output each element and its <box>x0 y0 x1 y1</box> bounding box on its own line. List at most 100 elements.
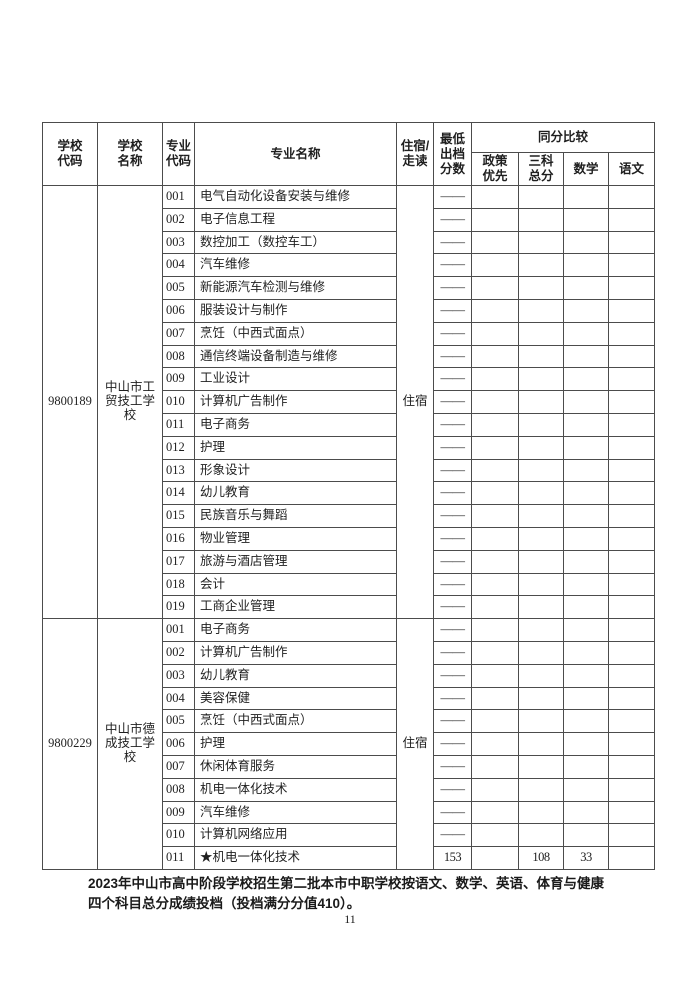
cell-min-score: —— <box>433 572 472 597</box>
cell-chinese <box>607 435 656 460</box>
cell-policy-priority <box>471 595 519 620</box>
cell-policy-priority <box>471 321 519 346</box>
table-row: 006 服装设计与制作 —— <box>43 298 656 323</box>
cell-three-subject-total <box>518 686 564 711</box>
cell-chinese <box>607 458 656 483</box>
cell-major-code: 009 <box>162 367 195 392</box>
cell-major-code: 012 <box>162 435 195 460</box>
cell-boarding: 住宿 <box>396 184 434 620</box>
cell-policy-priority <box>471 298 519 323</box>
cell-min-score: —— <box>433 663 472 688</box>
cell-major-name: 电子商务 <box>194 412 397 437</box>
cell-math <box>563 321 609 346</box>
cell-major-code: 014 <box>162 481 195 506</box>
cell-major-code: 005 <box>162 276 195 300</box>
table-row: 011 ★机电一体化技术 153 108 33 <box>43 846 656 870</box>
cell-math <box>563 207 609 232</box>
table-body: 9800189 中山市工贸技工学校 001 电气自动化设备安装与维修 住宿 —— 002 电子… <box>42 184 656 870</box>
cell-major-name: 护理 <box>194 435 397 460</box>
cell-chinese <box>607 618 656 642</box>
cell-major-code: 016 <box>162 526 195 551</box>
table-row: 9800229 中山市德成技工学校 001 电子商务 住宿 —— <box>42 618 656 870</box>
admission-score-table: 学校 代码 学校 名称 专业 代码 专业名称 住宿/ 走读 最低 出档 分数 同… <box>42 122 656 870</box>
cell-major-code: 005 <box>162 709 195 734</box>
cell-major-name: 数控加工（数控车工） <box>194 230 397 255</box>
header-major-name: 专业名称 <box>194 122 397 186</box>
table-row: 006 护理 —— <box>43 732 656 756</box>
cell-math <box>563 732 609 756</box>
cell-three-subject-total <box>518 823 564 848</box>
cell-three-subject-total <box>518 572 564 597</box>
cell-three-subject-total <box>518 321 564 346</box>
cell-major-code: 017 <box>162 549 195 574</box>
cell-major-name: 美容保健 <box>194 686 397 711</box>
cell-major-name: 汽车维修 <box>194 253 397 278</box>
cell-major-code: 018 <box>162 572 195 597</box>
header-school-code: 学校 代码 <box>42 122 98 186</box>
cell-math <box>563 777 609 802</box>
cell-policy-priority <box>471 686 519 711</box>
cell-math <box>563 298 609 323</box>
cell-chinese <box>607 412 656 437</box>
cell-major-code: 002 <box>162 207 195 232</box>
cell-major-name: 电子商务 <box>194 618 397 642</box>
cell-min-score: —— <box>433 823 472 848</box>
cell-three-subject-total <box>518 777 564 802</box>
cell-major-name: 旅游与酒店管理 <box>194 549 397 574</box>
cell-major-name: 烹饪（中西式面点） <box>194 321 397 346</box>
cell-chinese <box>607 390 656 414</box>
cell-three-subject-total <box>518 435 564 460</box>
table-row: 017 旅游与酒店管理 —— <box>43 549 656 574</box>
cell-major-name: 服装设计与制作 <box>194 298 397 323</box>
cell-policy-priority <box>471 823 519 848</box>
cell-major-name: ★机电一体化技术 <box>194 846 397 870</box>
cell-min-score: —— <box>433 298 472 323</box>
header-chinese: 语文 <box>607 152 656 186</box>
table-row: 003 数控加工（数控车工） —— <box>43 230 656 255</box>
cell-major-name: 汽车维修 <box>194 800 397 825</box>
cell-major-code: 003 <box>162 230 195 255</box>
cell-policy-priority <box>471 458 519 483</box>
cell-major-name: 民族音乐与舞蹈 <box>194 504 397 528</box>
cell-policy-priority <box>471 367 519 392</box>
table-row: 9800189 中山市工贸技工学校 001 电气自动化设备安装与维修 住宿 —— <box>42 184 656 620</box>
cell-major-code: 007 <box>162 754 195 779</box>
cell-three-subject-total <box>518 754 564 779</box>
cell-policy-priority <box>471 663 519 688</box>
cell-three-subject-total <box>518 412 564 437</box>
cell-school-name: 中山市德成技工学校 <box>97 618 163 870</box>
cell-three-subject-total <box>518 504 564 528</box>
cell-policy-priority <box>471 709 519 734</box>
header-school-name: 学校 名称 <box>97 122 163 186</box>
header-policy-priority: 政策 优先 <box>471 152 519 186</box>
header-same-score-compare: 同分比较 <box>470 122 656 153</box>
cell-three-subject-total <box>518 663 564 688</box>
cell-three-subject-total <box>518 618 564 642</box>
cell-min-score: —— <box>433 526 472 551</box>
page-number: 11 <box>344 912 356 926</box>
table-row: 015 民族音乐与舞蹈 —— <box>43 504 656 528</box>
cell-math <box>563 686 609 711</box>
cell-policy-priority <box>471 754 519 779</box>
table-row: 004 美容保健 —— <box>43 686 656 711</box>
cell-math <box>563 253 609 278</box>
header-row-1: 学校 代码 学校 名称 专业 代码 专业名称 住宿/ 走读 最低 出档 分数 同… <box>42 122 656 186</box>
cell-major-code: 009 <box>162 800 195 825</box>
cell-policy-priority <box>471 549 519 574</box>
cell-policy-priority <box>471 640 519 665</box>
cell-chinese <box>607 344 656 369</box>
header-math: 数学 <box>563 152 609 186</box>
cell-min-score: —— <box>433 390 472 414</box>
cell-chinese <box>607 640 656 665</box>
cell-chinese <box>607 549 656 574</box>
cell-policy-priority <box>471 572 519 597</box>
table-row: 016 物业管理 —— <box>43 526 656 551</box>
cell-chinese <box>607 481 656 506</box>
table-row: 014 幼儿教育 —— <box>43 481 656 506</box>
cell-min-score: —— <box>433 800 472 825</box>
cell-min-score: —— <box>433 458 472 483</box>
cell-chinese <box>607 321 656 346</box>
cell-min-score: —— <box>433 504 472 528</box>
cell-chinese <box>607 663 656 688</box>
cell-chinese <box>607 185 656 209</box>
